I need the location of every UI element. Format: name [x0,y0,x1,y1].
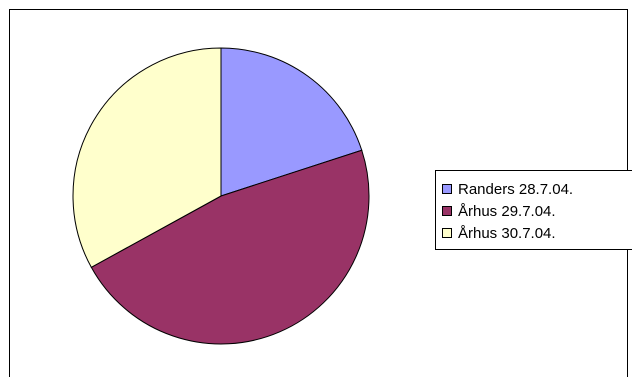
pie-slice [220,47,363,197]
pie-slice [90,149,370,345]
legend-label: Århus 29.7.04. [458,202,556,220]
legend-item: Århus 30.7.04. [442,223,556,243]
legend-item: Randers 28.7.04. [442,179,573,199]
legend-label: Århus 30.7.04. [458,224,556,242]
pie-slice [72,47,222,268]
legend-swatch [442,206,452,216]
legend-swatch [442,228,452,238]
legend-item: Århus 29.7.04. [442,201,556,221]
legend-swatch [442,184,452,194]
legend: Randers 28.7.04. Århus 29.7.04. Århus 30… [435,170,632,250]
legend-label: Randers 28.7.04. [458,180,574,198]
